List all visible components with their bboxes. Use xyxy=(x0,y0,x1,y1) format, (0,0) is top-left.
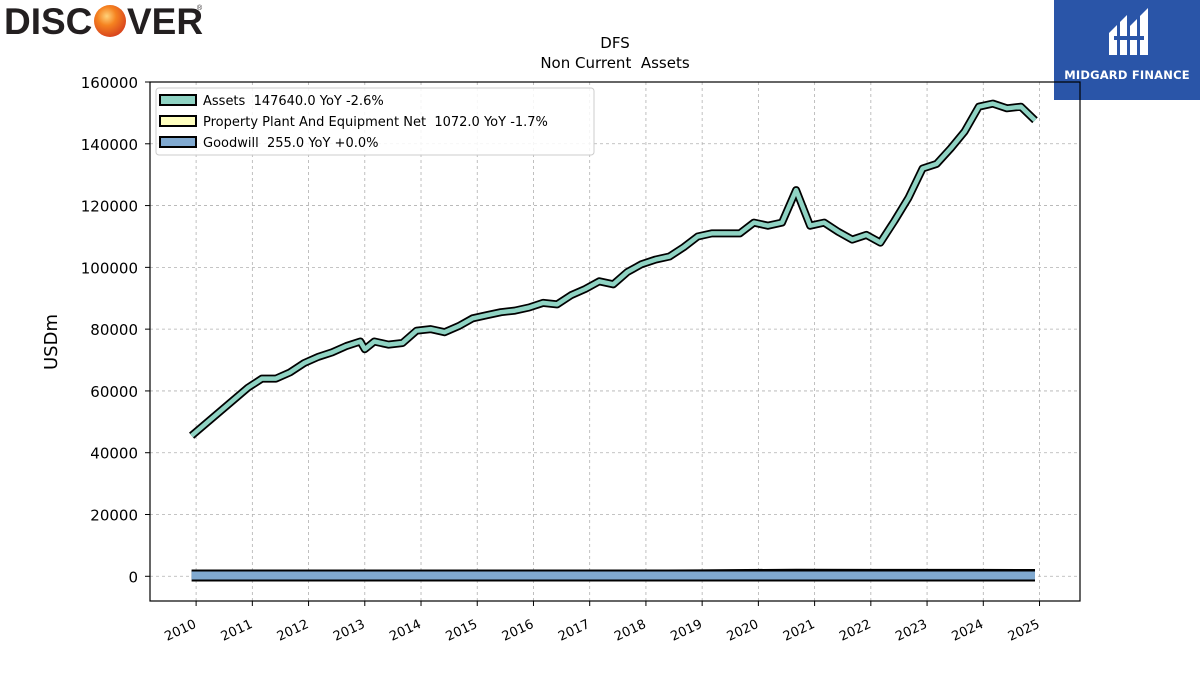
discover-logo: DISC VER ® xyxy=(4,1,203,42)
midgard-emblem-icon xyxy=(1109,8,1148,55)
midgard-finance-logo: MIDGARD FINANCE xyxy=(1054,0,1200,100)
x-tick-label: 2019 xyxy=(669,617,705,645)
chart-title: DFS xyxy=(600,34,629,52)
x-tick-label: 2022 xyxy=(837,617,873,645)
x-tick-label: 2024 xyxy=(950,617,986,645)
x-tick-label: 2015 xyxy=(444,617,480,645)
x-axis: 2010 2011 2012 2013 2014 2015 2016 2017 2018 2019… xyxy=(162,601,1042,645)
x-tick-label: 2014 xyxy=(387,617,423,645)
y-tick-label: 160000 xyxy=(81,74,138,92)
legend-label: Goodwill 255.0 YoY +0.0% xyxy=(203,136,378,151)
x-tick-label: 2023 xyxy=(893,617,929,645)
y-tick-label: 0 xyxy=(128,568,138,586)
legend-swatch xyxy=(159,94,197,106)
y-tick-label: 100000 xyxy=(81,259,138,277)
y-axis: 0 20000 40000 60000 80000 100000 120000 140000 1… xyxy=(81,74,150,586)
chart-subtitle: Non Current Assets xyxy=(540,54,690,72)
y-tick-label: 20000 xyxy=(90,507,138,525)
discover-logo-registered: ® xyxy=(197,4,203,12)
x-tick-label: 2011 xyxy=(219,617,255,645)
discover-logo-text-left: DISC xyxy=(4,1,92,42)
y-tick-label: 120000 xyxy=(81,198,138,216)
discover-logo-orange-dot xyxy=(94,5,126,37)
series-line xyxy=(190,101,1037,438)
x-tick-label: 2020 xyxy=(725,617,761,645)
legend-label: Assets 147640.0 YoY -2.6% xyxy=(203,94,384,109)
discover-logo-text-right: VER xyxy=(127,1,203,42)
x-tick-label: 2016 xyxy=(500,617,536,645)
x-tick-label: 2013 xyxy=(331,617,367,645)
series-layer xyxy=(189,99,1038,582)
legend-swatch xyxy=(159,136,197,148)
x-tick-label: 2017 xyxy=(556,617,592,645)
x-tick-label: 2021 xyxy=(781,617,817,645)
y-tick-label: 40000 xyxy=(90,445,138,463)
x-tick-label: 2010 xyxy=(162,617,198,645)
midgard-finance-name: MIDGARD FINANCE xyxy=(1064,68,1190,82)
legend-box xyxy=(155,87,595,156)
plot-frame xyxy=(149,81,1081,602)
legend-swatch xyxy=(159,115,197,127)
y-axis-label: USDm xyxy=(41,314,62,370)
x-tick-label: 2012 xyxy=(275,617,311,645)
legend-label: Property Plant And Equipment Net 1072.0 … xyxy=(203,115,548,130)
y-tick-label: 80000 xyxy=(90,321,138,339)
y-tick-label: 60000 xyxy=(90,383,138,401)
legend: Assets 147640.0 YoY -2.6% Property Plant … xyxy=(155,87,595,156)
y-tick-label: 140000 xyxy=(81,136,138,154)
x-tick-label: 2025 xyxy=(1006,617,1042,645)
x-tick-label: 2018 xyxy=(612,617,648,645)
